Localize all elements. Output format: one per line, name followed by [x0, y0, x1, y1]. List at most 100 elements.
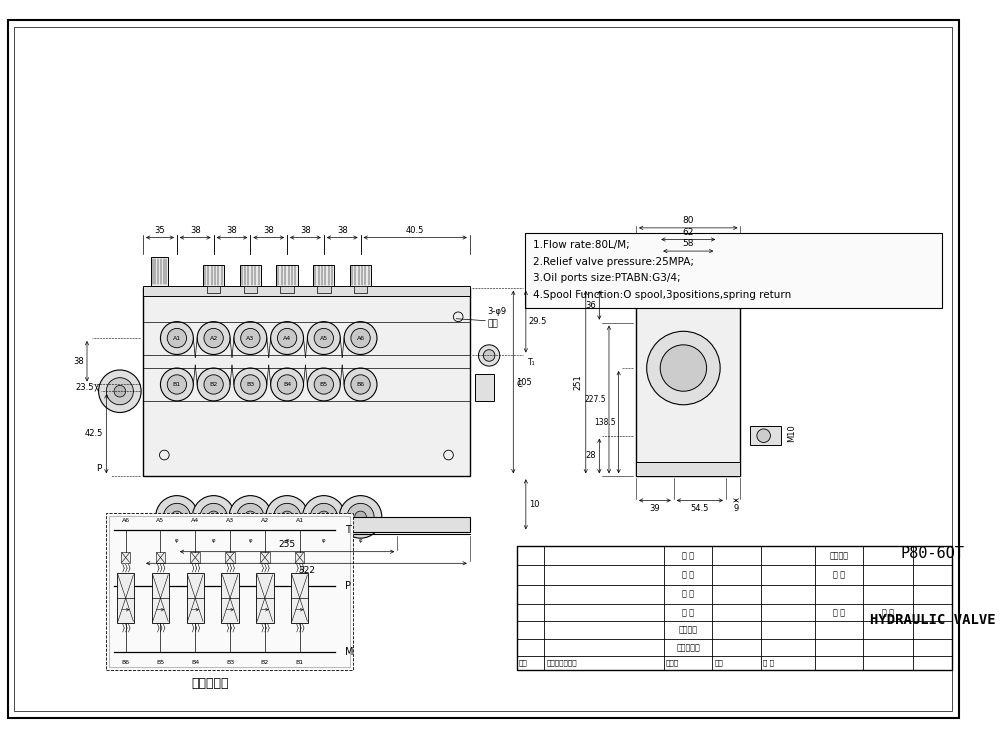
Circle shape [647, 331, 720, 404]
Text: 日期: 日期 [714, 660, 723, 666]
Circle shape [344, 368, 377, 401]
Bar [475, 374, 494, 401]
Bar [240, 265, 261, 286]
Text: 38: 38 [190, 226, 201, 235]
Circle shape [271, 368, 304, 401]
Text: 35: 35 [155, 226, 165, 235]
Text: 更改内容和依据: 更改内容和依据 [546, 660, 577, 666]
Bar [317, 286, 331, 293]
Text: B1: B1 [296, 660, 304, 665]
Bar [190, 552, 200, 563]
Circle shape [237, 503, 264, 531]
Text: 36: 36 [586, 300, 596, 310]
Text: φ: φ [285, 537, 289, 542]
Text: A3: A3 [226, 518, 234, 523]
Text: 2.Relief valve pressure:25MPA;: 2.Relief valve pressure:25MPA; [533, 257, 694, 266]
Circle shape [307, 322, 340, 354]
Text: 10: 10 [529, 500, 539, 508]
Circle shape [277, 328, 297, 348]
Text: B3: B3 [226, 660, 234, 665]
Bar [207, 286, 220, 293]
Text: T: T [345, 525, 351, 536]
Circle shape [274, 503, 301, 531]
Text: 58: 58 [682, 239, 694, 248]
Circle shape [204, 328, 223, 348]
Text: M10: M10 [787, 424, 796, 441]
Text: 共 享: 共 享 [833, 608, 845, 617]
Bar [225, 552, 235, 563]
Bar [525, 232, 942, 308]
Text: 3.Oil ports size:PTABN:G3/4;: 3.Oil ports size:PTABN:G3/4; [533, 273, 680, 283]
Bar [143, 517, 470, 532]
Text: A4: A4 [283, 336, 291, 340]
Text: 更改人: 更改人 [666, 660, 679, 666]
Bar [295, 552, 304, 563]
Text: 描 图: 描 图 [682, 590, 694, 599]
Text: 23.5: 23.5 [75, 383, 94, 393]
Circle shape [163, 503, 190, 531]
Text: 29.5: 29.5 [529, 317, 547, 326]
Text: B3: B3 [246, 382, 254, 387]
Bar [151, 257, 168, 286]
Circle shape [114, 385, 126, 397]
Circle shape [266, 496, 308, 538]
Circle shape [167, 375, 187, 394]
Text: B2: B2 [261, 660, 269, 665]
Circle shape [156, 496, 198, 538]
Bar [354, 286, 367, 293]
Bar [750, 426, 781, 445]
Text: 液压原理图: 液压原理图 [191, 677, 229, 690]
Bar [109, 516, 350, 666]
Text: B5: B5 [156, 660, 165, 665]
Circle shape [229, 496, 272, 538]
Text: 标记: 标记 [519, 660, 528, 666]
Bar [276, 265, 298, 286]
Circle shape [167, 328, 187, 348]
Circle shape [192, 496, 235, 538]
Bar [187, 573, 204, 623]
Text: A6: A6 [356, 336, 365, 340]
Circle shape [281, 511, 293, 523]
Text: 标准化检查: 标准化检查 [676, 643, 700, 652]
Circle shape [241, 328, 260, 348]
Circle shape [660, 345, 707, 391]
Circle shape [160, 368, 193, 401]
Bar [631, 286, 745, 297]
Bar [260, 552, 270, 563]
Text: A2: A2 [210, 336, 218, 340]
Circle shape [351, 375, 370, 394]
Text: 38: 38 [337, 226, 348, 235]
Bar [280, 286, 294, 293]
Bar [121, 552, 130, 563]
Text: 签 名: 签 名 [763, 660, 774, 666]
Bar [106, 513, 353, 669]
Circle shape [234, 368, 267, 401]
Text: φ: φ [249, 537, 252, 542]
Bar [244, 286, 257, 293]
Text: 通孔: 通孔 [487, 319, 498, 328]
Text: 28: 28 [586, 452, 596, 461]
Text: 校 对: 校 对 [682, 608, 694, 617]
Text: 3-φ9: 3-φ9 [487, 308, 506, 317]
Text: 105: 105 [516, 378, 532, 387]
Text: 设 计: 设 计 [682, 551, 694, 560]
Circle shape [307, 368, 340, 401]
Text: 38: 38 [263, 226, 274, 235]
Circle shape [478, 345, 500, 366]
Text: 40.5: 40.5 [406, 226, 424, 235]
Text: 38: 38 [227, 226, 237, 235]
Circle shape [106, 378, 133, 404]
Text: 227.5: 227.5 [584, 395, 606, 404]
Text: C: C [516, 380, 522, 389]
Text: φ: φ [175, 537, 179, 542]
Text: M: M [345, 647, 354, 658]
Text: T₁: T₁ [528, 359, 535, 368]
Circle shape [200, 503, 227, 531]
Text: 9: 9 [734, 504, 739, 514]
Text: A6: A6 [122, 518, 130, 523]
Circle shape [347, 503, 374, 531]
Bar [143, 286, 470, 295]
Text: 62: 62 [683, 227, 694, 237]
Bar [203, 265, 224, 286]
Circle shape [160, 322, 193, 354]
